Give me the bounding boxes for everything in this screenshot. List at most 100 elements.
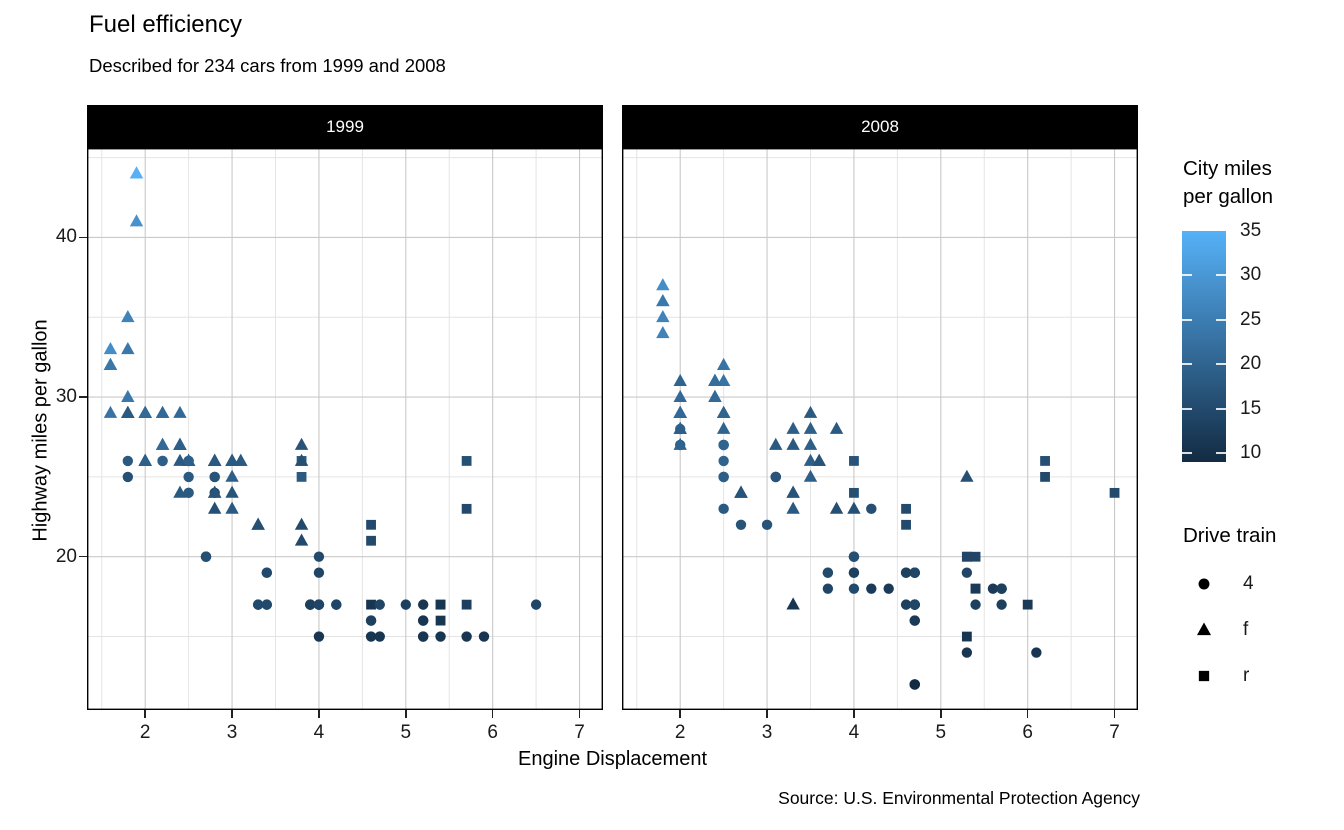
data-point [313,551,325,562]
colorbar-tick-label: 10 [1240,442,1262,464]
data-point [909,599,920,610]
data-point [366,535,376,546]
data-point [761,519,773,530]
data-point [656,294,670,307]
data-point [847,501,861,514]
data-point [656,326,670,339]
data-point [1040,471,1050,482]
data-point [366,599,376,610]
x-tick-mark [231,710,233,718]
x-tick-mark [318,710,320,718]
y-tick-mark [79,555,87,558]
data-point [848,583,860,594]
data-point [173,485,187,498]
data-point [461,599,472,610]
data-point [366,519,376,530]
data-point [122,455,134,467]
data-point [294,437,309,450]
data-point [909,567,920,578]
data-point [673,373,687,387]
data-point [961,551,972,562]
data-point [225,469,239,482]
data-point [252,599,264,610]
x-tick-mark [940,710,942,718]
data-point [374,631,385,642]
x-tick-label: 7 [1109,722,1120,743]
x-tick-mark [144,710,146,718]
data-point [900,599,912,610]
y-tick-mark [79,236,87,239]
data-point [716,405,731,418]
data-point [673,437,687,450]
x-tick-mark [1026,710,1029,718]
data-point [173,405,187,418]
data-point [901,519,911,530]
x-tick-mark [766,710,768,718]
data-point [331,599,342,610]
legend-drive-label: f [1243,619,1249,640]
data-point [961,567,973,578]
data-point [849,487,859,498]
panel-canvas-1999 [87,148,603,710]
data-point [803,437,818,450]
data-point [673,389,687,402]
data-point [417,599,429,610]
data-point [313,567,325,578]
data-point [294,517,309,530]
data-point [129,214,144,227]
data-point [157,455,168,467]
legend-drive-label: 4 [1243,573,1254,594]
data-point [225,501,239,514]
data-point [829,501,844,514]
x-tick-mark [405,710,407,718]
panel-2008 [622,148,1138,710]
colorbar-tick-label: 15 [1240,397,1262,419]
data-point [849,456,859,466]
colorbar-tick-mark [1216,407,1226,410]
colorbar-tick-label: 25 [1240,308,1262,330]
data-point [708,373,722,387]
data-point [122,471,134,483]
data-point [673,405,687,418]
panel-canvas-2008 [622,148,1138,710]
data-point [435,631,446,642]
data-point [225,485,239,498]
data-point [970,551,981,562]
data-point [735,519,747,530]
x-tick-label: 3 [226,722,238,743]
data-point [960,469,974,482]
data-point [296,471,307,482]
colorbar-tick-mark [1216,318,1226,321]
data-point [883,583,894,594]
legend-drive-row-r: r [1186,658,1336,694]
legend-drive-row-4: 4 [1186,566,1336,602]
data-point [417,615,429,626]
data-point [155,405,170,418]
data-point [365,631,377,642]
data-point [207,501,222,514]
data-point [261,567,273,578]
data-point [769,437,783,450]
data-point [909,679,920,690]
x-tick-mark [679,710,681,718]
data-point [121,341,135,355]
data-point [183,471,194,483]
colorbar-tick-mark [1182,363,1192,366]
legend-drive-row-f: f [1186,612,1336,648]
data-point [173,453,187,466]
data-point [786,501,800,514]
data-point [103,357,118,371]
facet-strip-1999: 1999 [87,105,603,148]
data-point [900,567,912,578]
data-point [435,615,446,626]
data-point [866,503,877,515]
colorbar-tick-label: 20 [1240,353,1262,375]
data-point [138,405,152,418]
square-key-icon [1186,658,1222,694]
data-point [970,599,981,610]
data-point [461,503,472,514]
data-point [718,455,729,467]
chart-subtitle: Described for 234 cars from 1999 and 200… [89,55,446,76]
data-point [803,453,818,466]
data-point [183,455,194,467]
